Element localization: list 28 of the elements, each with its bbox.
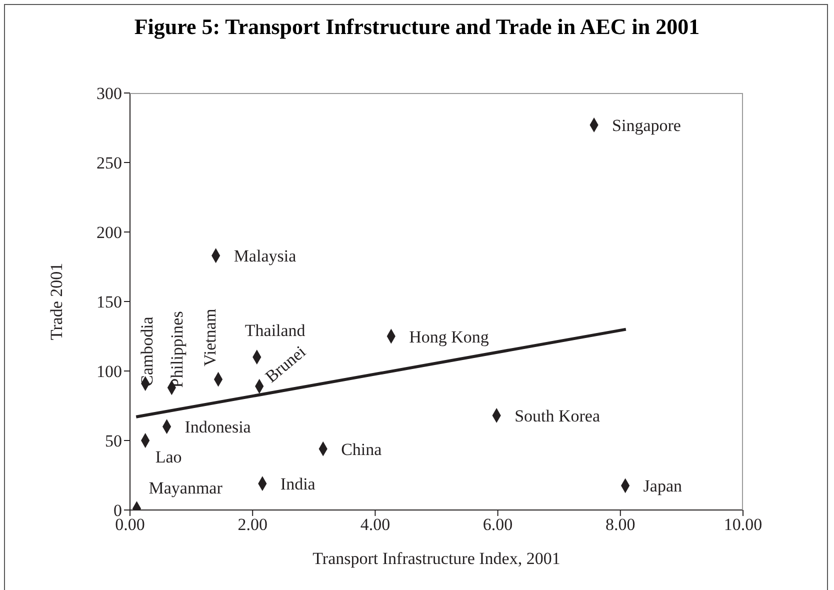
y-tick-label: 50: [105, 432, 122, 451]
annotation: South Korea: [514, 406, 600, 426]
annotation: Thailand: [244, 321, 306, 340]
chart-title: Figure 5: Transport Infrstructure and Trade in AEC in 2001: [133, 14, 701, 40]
annotation: Indonesia: [184, 418, 252, 437]
annotation: China: [341, 440, 382, 459]
y-axis-title: Trade 2001: [47, 262, 66, 340]
y-tick-label: 200: [96, 223, 122, 242]
annotation: Singapore: [612, 116, 681, 135]
annotation: Japan: [643, 476, 683, 496]
x-tick-label: 10.00: [724, 515, 762, 534]
annotation: Vietnam: [200, 308, 220, 366]
annotation: India: [280, 474, 316, 494]
annotation: Philippines: [168, 311, 187, 388]
y-tick-label: 100: [96, 362, 122, 382]
x-tick-label: 4.00: [360, 515, 390, 534]
x-tick-label: 2.00: [238, 515, 268, 534]
y-tick-label: 150: [96, 292, 122, 312]
annotation: Lao: [155, 448, 182, 466]
y-tick-label: 250: [96, 154, 122, 173]
annotation: Malaysia: [234, 246, 297, 266]
annotation: Hong Kong: [409, 327, 490, 346]
annotation: Mayanmar: [148, 478, 223, 498]
x-tick-label: 0.00: [115, 515, 145, 534]
x-axis-title: Transport Infrastructure Index, 2001: [312, 549, 560, 568]
x-tick-label: 6.00: [482, 515, 513, 534]
y-tick-label: 300: [96, 84, 122, 104]
x-tick-label: 8.00: [606, 515, 636, 534]
